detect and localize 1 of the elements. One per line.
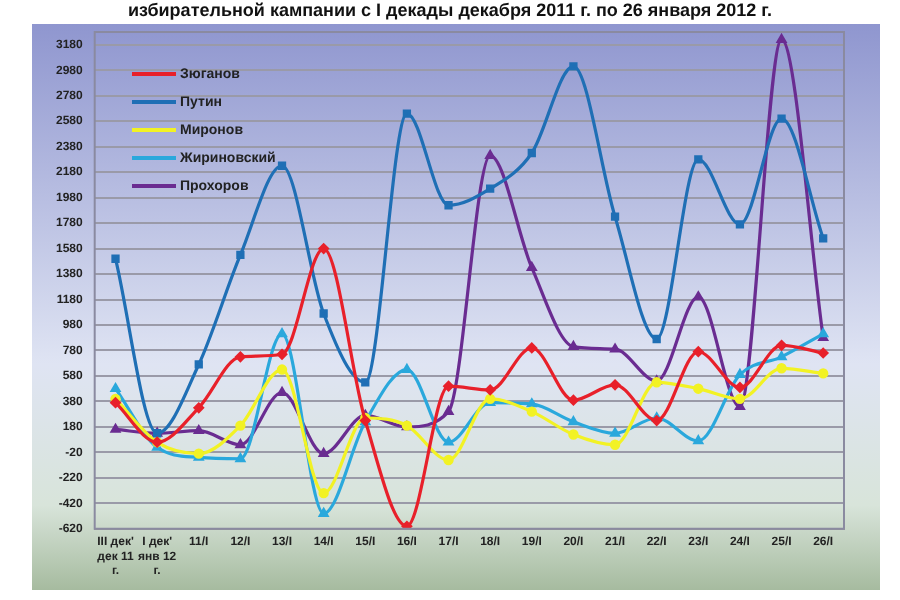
chart-title: избирательной кампании с I декады декабря 2011 г. по 26 января 2012 г. bbox=[125, 0, 775, 22]
